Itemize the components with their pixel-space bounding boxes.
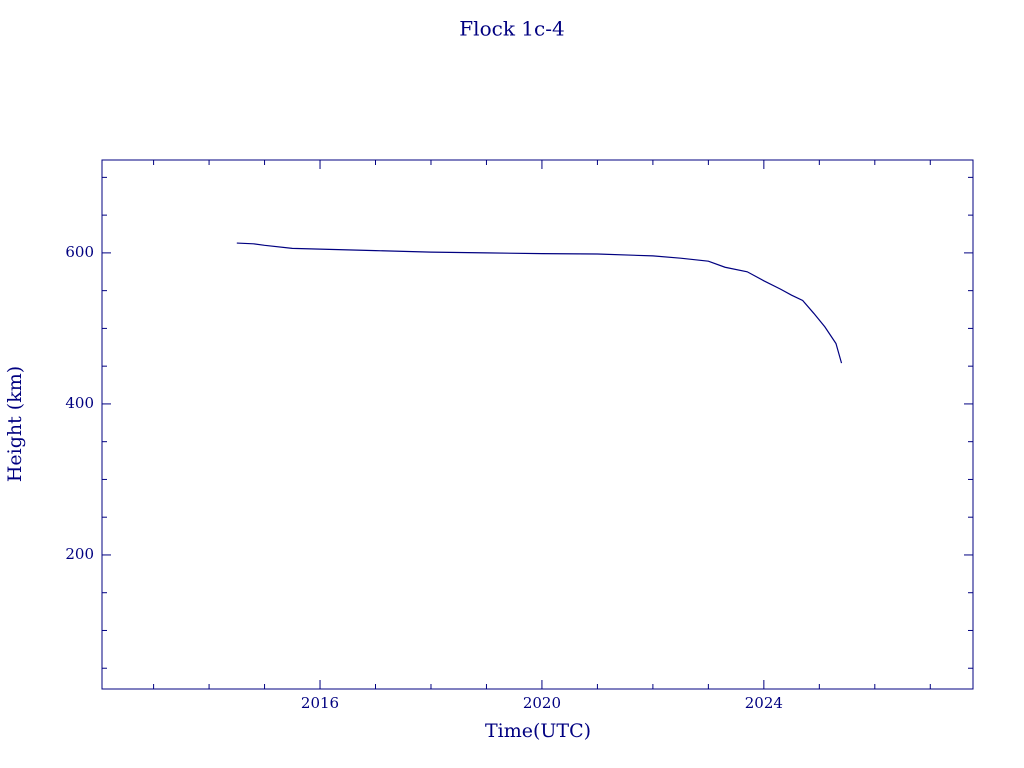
plot-frame: [101, 159, 974, 690]
y-tick-label: 600: [65, 243, 94, 261]
x-tick-label: 2020: [523, 694, 561, 712]
data-line: [236, 242, 843, 364]
x-tick-label: 2024: [745, 694, 783, 712]
y-tick-label: 200: [65, 545, 94, 563]
y-axis-label: Height (km): [4, 366, 26, 482]
x-axis-label: Time(UTC): [485, 720, 591, 742]
y-tick-label: 400: [65, 394, 94, 412]
chart-title: Flock 1c-4: [459, 17, 564, 41]
x-tick-label: 2016: [301, 694, 339, 712]
